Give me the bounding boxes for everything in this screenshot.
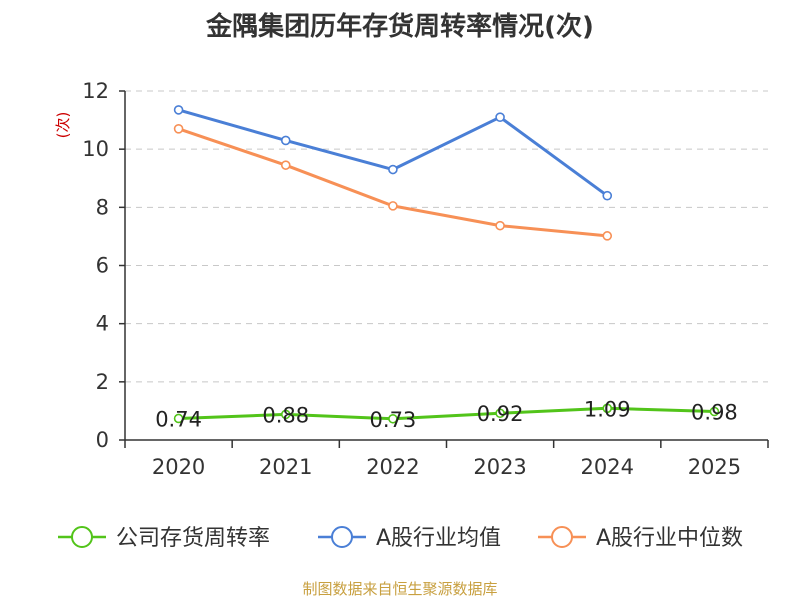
series-1-point-2022 [388, 164, 398, 175]
y-axis-label: (次) [54, 112, 72, 139]
data-label-2020: 0.74 [155, 407, 202, 431]
y-tick-label-4: 8 [96, 195, 109, 219]
legend-label-2: A股行业中位数 [596, 526, 743, 551]
series-line-0 [178, 406, 715, 421]
legend-marker-2 [551, 526, 573, 548]
grid-layer [125, 90, 768, 383]
y-tick-label-5: 10 [82, 137, 109, 161]
source-note: 制图数据来自恒生聚源数据库 [302, 580, 498, 598]
y-tick-label-1: 2 [96, 370, 109, 394]
data-label-2023: 0.92 [477, 402, 524, 426]
y-tick-label-0: 0 [96, 428, 109, 452]
series-0-point-2022 [388, 413, 398, 424]
series-0-point-2023 [495, 408, 505, 419]
data-label-2024: 1.09 [584, 397, 631, 421]
series-2-point-2024 [602, 231, 613, 241]
series-1-point-2020 [173, 105, 184, 115]
legend-marker-0 [71, 526, 93, 548]
y-tick-label-3: 6 [96, 254, 109, 278]
series-0-point-2020 [173, 413, 184, 424]
x-tick-label-2022: 2022 [366, 455, 419, 479]
legend-marker-1 [331, 526, 353, 548]
series-1-point-2023 [495, 112, 505, 122]
x-tick-label-2024: 2024 [581, 455, 634, 479]
series-2-point-2023 [495, 220, 505, 231]
legend-layer: 公司存货周转率 A股行业均值 A股行业中位数 [58, 526, 743, 551]
data-label-2021: 0.88 [262, 403, 309, 427]
series-line-2 [178, 127, 608, 238]
chart-title: 金隅集团历年存货周转率情况(次) [206, 12, 594, 42]
series-1-point-2021 [280, 135, 291, 146]
x-tick-label-2021: 2021 [259, 455, 312, 479]
series-0-point-2024 [602, 403, 613, 414]
series-0-point-2021 [280, 409, 291, 420]
label-layer: 0.74 0.88 0.73 0.92 1.09 0.98 [155, 397, 738, 431]
legend-label-1: A股行业均值 [376, 526, 501, 551]
series-0-point-2025 [709, 406, 720, 417]
series-line-1 [178, 108, 609, 197]
y-tick-label-6: 12 [82, 79, 109, 103]
x-tick-label-2025: 2025 [688, 455, 741, 479]
series-layer [173, 105, 720, 424]
series-2-point-2021 [280, 160, 291, 170]
data-label-2022: 0.73 [370, 408, 417, 432]
legend-label-0: 公司存货周转率 [116, 526, 270, 551]
axis-layer: 0 2 4 6 8 10 12 2020 2021 2022 2023 2024 2025 (次) [54, 79, 769, 479]
series-2-point-2020 [173, 124, 184, 134]
x-tick-label-2023: 2023 [473, 455, 526, 479]
series-1-point-2024 [602, 190, 613, 201]
x-tick-label-2020: 2020 [152, 455, 205, 479]
series-2-point-2022 [388, 201, 398, 211]
y-tick-label-2: 4 [96, 312, 109, 336]
data-label-2025: 0.98 [691, 400, 738, 424]
